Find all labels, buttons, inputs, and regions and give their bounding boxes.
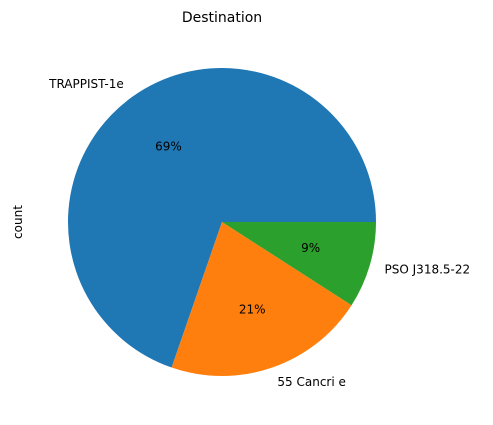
- pie-labels: 69% TRAPPIST-1e 21% 55 Cancri e 9% PSO J318.5…: [48, 77, 470, 389]
- y-axis-label: count: [11, 205, 25, 239]
- pie-slices: [67, 68, 377, 376]
- pie-category-label-1: 55 Cancri e: [277, 375, 345, 389]
- pie-slice-1: [171, 222, 352, 376]
- pie-percent-label-2: 9%: [301, 241, 320, 255]
- chart-title: Destination: [182, 10, 262, 26]
- pie-slice-0: [67, 68, 377, 368]
- pie-slice-2: [222, 222, 376, 306]
- pie-category-label-0: TRAPPIST-1e: [48, 77, 124, 91]
- pie-percent-label-0: 69%: [155, 140, 182, 154]
- pie-category-label-2: PSO J318.5-22: [385, 263, 471, 277]
- pie-percent-label-1: 21%: [239, 302, 266, 316]
